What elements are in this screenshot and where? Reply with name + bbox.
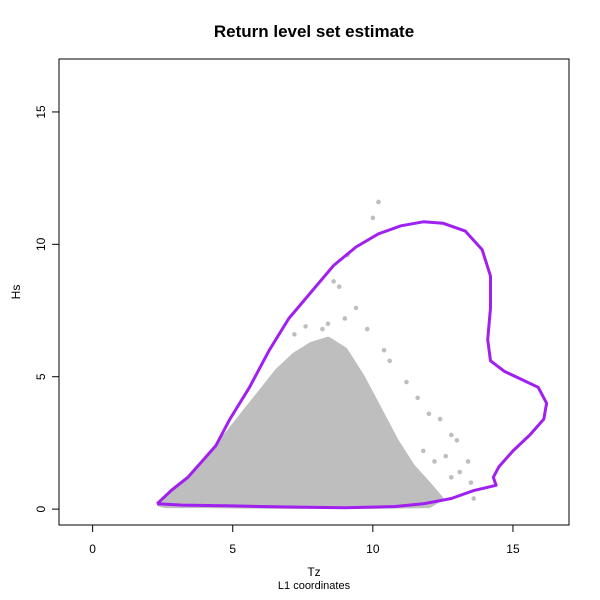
scatter-point-16 [443,453,449,459]
chart-title: Return level set estimate [214,22,414,41]
x-axis: 0 5 10 15 [89,524,520,556]
scatter-point-9 [387,358,392,364]
scatter-point-20 [449,475,454,480]
scatter-point-23 [432,459,437,464]
scatter-point-3 [331,279,336,284]
scatter-point-19 [468,480,474,485]
x-tick-label-1: 5 [229,542,236,556]
y-tick-label-3: 15 [34,105,48,119]
scatter-point-26 [303,324,308,329]
scatter-point-12 [426,411,432,417]
y-tick-label-1: 5 [34,373,48,380]
scatter-cloud-area [156,336,444,509]
scatter-point-24 [320,326,325,332]
y-tick-label-2: 10 [34,237,48,251]
scatter-point-11 [415,395,420,401]
scatter-point-21 [471,496,477,501]
scatter-point-17 [465,459,471,464]
scatter-point-0 [376,199,381,205]
x-axis-label: Tz [307,565,320,579]
scatter-point-10 [404,379,409,385]
scatter-point-14 [449,432,454,438]
scatter-point-7 [364,326,370,332]
scatter-cloud [156,336,444,509]
scatter-point-27 [292,332,297,337]
scatter-point-18 [457,469,463,475]
return-level-contour [156,220,549,510]
scatter-outliers [292,199,477,501]
x-tick-label-3: 15 [506,542,520,556]
scatter-point-25 [325,321,331,327]
scatter-point-22 [420,448,426,454]
x-tick-label-2: 10 [366,542,380,556]
scatter-point-1 [370,215,376,221]
x-axis-sublabel: L1 coordinates [278,580,351,592]
scatter-point-5 [353,305,359,311]
scatter-point-4 [336,284,342,290]
y-tick-label-0: 0 [34,505,48,512]
y-axis: 0 5 10 15 [34,105,60,512]
scatter-point-6 [342,316,348,321]
scatter-point-8 [381,347,387,353]
y-axis-label: Hs [9,285,23,300]
scatter-point-13 [437,416,443,422]
scatter-point-15 [454,437,460,443]
x-tick-label-0: 0 [89,542,96,556]
